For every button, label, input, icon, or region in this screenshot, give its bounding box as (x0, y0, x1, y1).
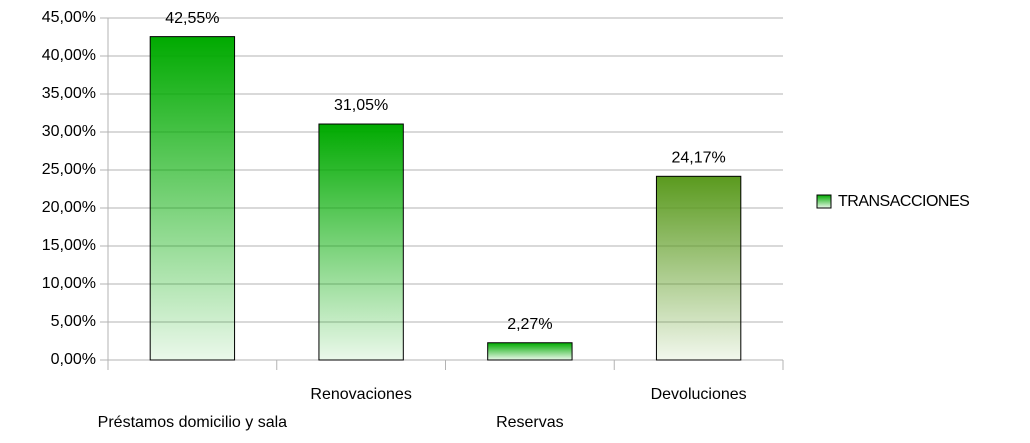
y-tick-label: 20,00% (42, 199, 96, 216)
bar (149, 36, 236, 361)
x-tick-label: Devoluciones (651, 386, 747, 403)
bar (655, 175, 742, 361)
x-tick-label: Reservas (496, 414, 564, 431)
y-tick-label: 35,00% (42, 85, 96, 102)
y-tick-label: 30,00% (42, 123, 96, 140)
bar (318, 123, 404, 361)
y-tick-label: 10,00% (42, 275, 96, 292)
data-label: 31,05% (334, 97, 388, 114)
data-label: 24,17% (671, 150, 725, 167)
legend-swatch (816, 194, 832, 209)
y-tick-label: 5,00% (51, 313, 96, 330)
y-tick-label: 25,00% (42, 161, 96, 178)
y-tick-label: 15,00% (42, 237, 96, 254)
y-tick-label: 45,00% (42, 9, 96, 26)
x-tick-label: Renovaciones (310, 386, 411, 403)
bar (487, 342, 573, 361)
data-label: 2,27% (507, 316, 552, 333)
y-tick-label: 40,00% (42, 47, 96, 64)
data-label: 42,55% (165, 10, 219, 27)
y-tick-label: 0,00% (51, 351, 96, 368)
legend-label: TRANSACCIONES (838, 193, 969, 210)
x-tick-label: Préstamos domicilio y sala (98, 414, 288, 431)
